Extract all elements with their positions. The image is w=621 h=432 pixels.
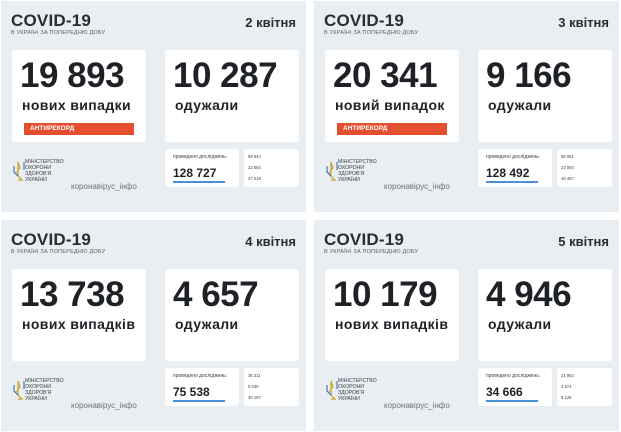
new-cases-label: нових випадки xyxy=(22,97,132,113)
recovered-value: 10 287 xyxy=(173,56,278,95)
new-cases-value: 10 179 xyxy=(333,275,438,314)
ministry-label: Міністерство охорони здоров'я України xyxy=(25,378,64,402)
breakdown-value: 9 030 xyxy=(248,384,259,389)
breakdown-value: 58 951 xyxy=(561,154,574,159)
tests-value: 128 492 xyxy=(486,166,530,180)
breakdown-value: 30 197 xyxy=(248,395,261,400)
trident-icon xyxy=(13,380,25,400)
report-date: 3 квітня xyxy=(558,15,609,30)
recovered-card: 10 287 одужали xyxy=(165,50,299,142)
recovered-value: 4 946 xyxy=(486,275,572,314)
breakdown-value: 4 574 xyxy=(561,384,572,389)
tests-accent-bar xyxy=(486,400,538,402)
new-cases-card: 20 341 новий випадок АНТИРЕКОРД xyxy=(325,50,459,142)
tests-label: проведено досліджень: xyxy=(486,373,541,379)
panel-subtitle: В Україні за попередню добу xyxy=(324,30,419,36)
record-badge: АНТИРЕКОРД xyxy=(24,123,134,135)
new-cases-label: новий випадок xyxy=(335,97,445,113)
breakdown-value: 21 963 xyxy=(561,373,574,378)
site-label: коронавірус_інфо xyxy=(384,182,450,191)
tests-accent-bar xyxy=(173,400,225,402)
breakdown-value: 22 564 xyxy=(248,165,261,170)
trident-icon xyxy=(326,161,338,181)
daily-report-panel: COVID-19 В Україні за попередню добу 2 к… xyxy=(1,1,306,212)
tests-breakdown-card: 58 951 23 084 46 457 xyxy=(557,149,612,187)
panel-subtitle: В Україні за попередню добу xyxy=(324,249,419,255)
tests-value: 75 538 xyxy=(173,385,210,399)
panel-title: COVID-19 xyxy=(324,11,405,30)
new-cases-value: 13 738 xyxy=(20,275,125,314)
new-cases-value: 19 893 xyxy=(20,56,125,95)
recovered-card: 4 657 одужали xyxy=(165,269,299,361)
breakdown-value: 47 219 xyxy=(248,176,261,181)
recovered-value: 9 166 xyxy=(486,56,572,95)
new-cases-card: 19 893 нових випадки АНТИРЕКОРД xyxy=(12,50,146,142)
tests-card: проведено досліджень: 128 727 xyxy=(165,149,239,187)
breakdown-value: 46 457 xyxy=(561,176,574,181)
new-cases-label: нових випадків xyxy=(335,316,449,332)
panel-title: COVID-19 xyxy=(11,11,92,30)
tests-label: проведено досліджень: xyxy=(173,154,228,160)
report-date: 2 квітня xyxy=(245,15,296,30)
tests-value: 34 666 xyxy=(486,385,523,399)
breakdown-value: 23 084 xyxy=(561,165,574,170)
recovered-label: одужали xyxy=(488,316,552,332)
tests-card: проведено досліджень: 128 492 xyxy=(478,149,552,187)
tests-label: проведено досліджень: xyxy=(486,154,541,160)
report-date: 5 квітня xyxy=(558,234,609,249)
breakdown-value: 36 311 xyxy=(248,373,261,378)
recovered-value: 4 657 xyxy=(173,275,259,314)
recovered-label: одужали xyxy=(175,97,239,113)
tests-accent-bar xyxy=(173,181,225,183)
breakdown-value: 58 944 xyxy=(248,154,261,159)
report-date: 4 квітня xyxy=(245,234,296,249)
panel-subtitle: В Україні за попередню добу xyxy=(11,249,106,255)
daily-report-panel: COVID-19 В Україні за попередню добу 3 к… xyxy=(314,1,619,212)
recovered-card: 9 166 одужали xyxy=(478,50,612,142)
tests-breakdown-card: 58 944 22 564 47 219 xyxy=(244,149,299,187)
ministry-label: Міністерство охорони здоров'я України xyxy=(338,159,377,183)
tests-card: проведено досліджень: 75 538 xyxy=(165,368,239,406)
site-label: коронавірус_інфо xyxy=(384,401,450,410)
trident-icon xyxy=(326,380,338,400)
tests-card: проведено досліджень: 34 666 xyxy=(478,368,552,406)
new-cases-card: 10 179 нових випадків xyxy=(325,269,459,361)
tests-breakdown-card: 36 311 9 030 30 197 xyxy=(244,368,299,406)
record-badge: АНТИРЕКОРД xyxy=(337,123,447,135)
recovered-card: 4 946 одужали xyxy=(478,269,612,361)
ministry-label: Міністерство охорони здоров'я України xyxy=(338,378,377,402)
site-label: коронавірус_інфо xyxy=(71,182,137,191)
new-cases-card: 13 738 нових випадків xyxy=(12,269,146,361)
recovered-label: одужали xyxy=(175,316,239,332)
daily-report-panel: COVID-19 В Україні за попередню добу 5 к… xyxy=(314,220,619,431)
panel-title: COVID-19 xyxy=(11,230,92,249)
new-cases-label: нових випадків xyxy=(22,316,136,332)
daily-report-panel: COVID-19 В Україні за попередню добу 4 к… xyxy=(1,220,306,431)
panel-title: COVID-19 xyxy=(324,230,405,249)
tests-label: проведено досліджень: xyxy=(173,373,228,379)
breakdown-value: 8 129 xyxy=(561,395,572,400)
tests-breakdown-card: 21 963 4 574 8 129 xyxy=(557,368,612,406)
ministry-label: Міністерство охорони здоров'я України xyxy=(25,159,64,183)
panel-subtitle: В Україні за попередню добу xyxy=(11,30,106,36)
tests-value: 128 727 xyxy=(173,166,217,180)
tests-accent-bar xyxy=(486,181,538,183)
site-label: коронавірус_інфо xyxy=(71,401,137,410)
trident-icon xyxy=(13,161,25,181)
recovered-label: одужали xyxy=(488,97,552,113)
new-cases-value: 20 341 xyxy=(333,56,438,95)
